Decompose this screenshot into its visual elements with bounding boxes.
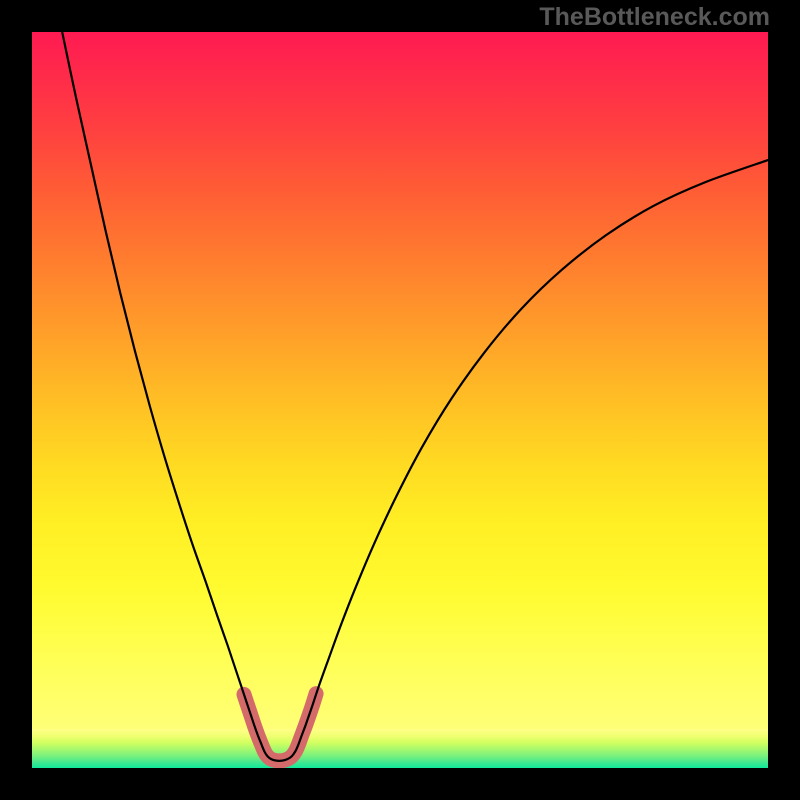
chart-stage: TheBottleneck.com: [0, 0, 800, 800]
plot-svg: [32, 32, 768, 768]
watermark-text: TheBottleneck.com: [539, 3, 770, 32]
gradient-background: [32, 729, 768, 768]
